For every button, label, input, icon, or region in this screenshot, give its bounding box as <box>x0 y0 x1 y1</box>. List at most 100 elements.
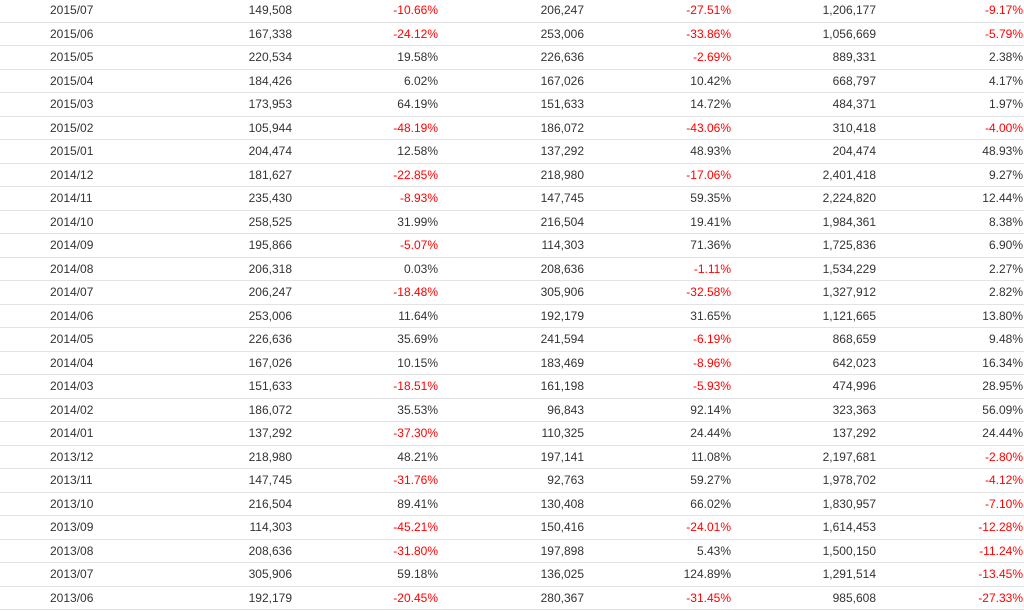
cumulative-cell: 1,984,361 <box>731 210 876 234</box>
change-cell: -33.86% <box>584 22 731 46</box>
cumulative-cell: 1,056,669 <box>731 22 876 46</box>
count-cell: 216,504 <box>438 210 584 234</box>
change-cell: -5.07% <box>292 233 438 258</box>
change-cell: -12.28% <box>876 515 1024 540</box>
cumulative-cell: 1,327,912 <box>731 280 876 305</box>
table-row: 2013/09 114,303 -45.21% 150,416 -24.01% 1,614… <box>0 515 1024 540</box>
change-cell: -22.85% <box>292 163 438 187</box>
month-cell: 2013/11 <box>0 468 150 493</box>
change-cell: 4.17% <box>876 69 1024 93</box>
month-cell: 2015/05 <box>0 45 150 70</box>
table-row: 2015/02 105,944 -48.19% 186,072 -43.06% 310,4… <box>0 116 1024 140</box>
table-row: 2014/06 253,006 11.64% 192,179 31.65% 1,121,6… <box>0 304 1024 328</box>
change-cell: 9.27% <box>876 163 1024 187</box>
count-cell: 151,633 <box>438 92 584 117</box>
change-cell: -5.93% <box>584 374 731 399</box>
cumulative-cell: 642,023 <box>731 351 876 375</box>
month-cell: 2013/10 <box>0 492 150 516</box>
month-cell: 2015/07 <box>0 0 150 23</box>
change-cell: -11.24% <box>876 539 1024 563</box>
change-cell: 24.44% <box>584 421 731 446</box>
table-row: 2014/04 167,026 10.15% 183,469 -8.96% 642,023… <box>0 351 1024 375</box>
month-cell: 2015/06 <box>0 22 150 46</box>
change-cell: 2.38% <box>876 45 1024 70</box>
change-cell: 12.58% <box>292 139 438 164</box>
change-cell: 28.95% <box>876 374 1024 399</box>
month-cell: 2015/03 <box>0 92 150 117</box>
table-row: 2015/03 173,953 64.19% 151,633 14.72% 484,371… <box>0 92 1024 117</box>
change-cell: -43.06% <box>584 116 731 140</box>
change-cell: 48.93% <box>876 139 1024 164</box>
count-cell: 96,843 <box>438 398 584 422</box>
month-cell: 2013/06 <box>0 586 150 610</box>
cumulative-cell: 484,371 <box>731 92 876 117</box>
cumulative-cell: 204,474 <box>731 139 876 164</box>
count-cell: 181,627 <box>150 163 292 187</box>
count-cell: 186,072 <box>438 116 584 140</box>
cumulative-cell: 1,121,665 <box>731 304 876 328</box>
month-cell: 2014/01 <box>0 421 150 446</box>
cumulative-cell: 474,996 <box>731 374 876 399</box>
cumulative-cell: 1,534,229 <box>731 257 876 281</box>
change-cell: 2.27% <box>876 257 1024 281</box>
count-cell: 235,430 <box>150 186 292 211</box>
month-cell: 2014/08 <box>0 257 150 281</box>
table-row: 2015/07 149,508 -10.66% 206,247 -27.51% 1,206… <box>0 0 1024 23</box>
count-cell: 161,198 <box>438 374 584 399</box>
month-cell: 2015/01 <box>0 139 150 164</box>
change-cell: 124.89% <box>584 562 731 587</box>
cumulative-cell: 1,206,177 <box>731 0 876 23</box>
table-row: 2013/06 192,179 -20.45% 280,367 -31.45% 985,6… <box>0 586 1024 610</box>
count-cell: 151,633 <box>150 374 292 399</box>
change-cell: -24.12% <box>292 22 438 46</box>
table-row: 2015/04 184,426 6.02% 167,026 10.42% 668,797 4… <box>0 69 1024 93</box>
table-row: 2015/01 204,474 12.58% 137,292 48.93% 204,474… <box>0 139 1024 164</box>
count-cell: 206,247 <box>150 280 292 305</box>
change-cell: -17.06% <box>584 163 731 187</box>
count-cell: 226,636 <box>150 327 292 352</box>
change-cell: -24.01% <box>584 515 731 540</box>
change-cell: -27.51% <box>584 0 731 23</box>
count-cell: 150,416 <box>438 515 584 540</box>
change-cell: 1.97% <box>876 92 1024 117</box>
change-cell: 12.44% <box>876 186 1024 211</box>
month-cell: 2014/11 <box>0 186 150 211</box>
change-cell: 31.99% <box>292 210 438 234</box>
count-cell: 258,525 <box>150 210 292 234</box>
month-cell: 2014/06 <box>0 304 150 328</box>
cumulative-cell: 1,978,702 <box>731 468 876 493</box>
cumulative-cell: 2,197,681 <box>731 445 876 469</box>
change-cell: 19.58% <box>292 45 438 70</box>
change-cell: -45.21% <box>292 515 438 540</box>
count-cell: 184,426 <box>150 69 292 93</box>
count-cell: 206,318 <box>150 257 292 281</box>
month-cell: 2014/03 <box>0 374 150 399</box>
table-row: 2014/07 206,247 -18.48% 305,906 -32.58% 1,327… <box>0 280 1024 305</box>
change-cell: -20.45% <box>292 586 438 610</box>
count-cell: 305,906 <box>150 562 292 587</box>
table-row: 2013/11 147,745 -31.76% 92,763 59.27% 1,978,7… <box>0 468 1024 493</box>
table-row: 2015/06 167,338 -24.12% 253,006 -33.86% 1,056… <box>0 22 1024 46</box>
month-cell: 2014/12 <box>0 163 150 187</box>
count-cell: 147,745 <box>438 186 584 211</box>
cumulative-cell: 2,401,418 <box>731 163 876 187</box>
count-cell: 105,944 <box>150 116 292 140</box>
change-cell: 10.42% <box>584 69 731 93</box>
change-cell: 14.72% <box>584 92 731 117</box>
change-cell: -4.12% <box>876 468 1024 493</box>
month-cell: 2014/07 <box>0 280 150 305</box>
month-cell: 2015/02 <box>0 116 150 140</box>
change-cell: 66.02% <box>584 492 731 516</box>
cumulative-cell: 1,830,957 <box>731 492 876 516</box>
change-cell: 31.65% <box>584 304 731 328</box>
count-cell: 204,474 <box>150 139 292 164</box>
count-cell: 92,763 <box>438 468 584 493</box>
change-cell: -1.11% <box>584 257 731 281</box>
change-cell: -31.80% <box>292 539 438 563</box>
count-cell: 253,006 <box>150 304 292 328</box>
count-cell: 167,026 <box>438 69 584 93</box>
count-cell: 192,179 <box>150 586 292 610</box>
change-cell: -27.33% <box>876 586 1024 610</box>
change-cell: 19.41% <box>584 210 731 234</box>
change-cell: 35.53% <box>292 398 438 422</box>
